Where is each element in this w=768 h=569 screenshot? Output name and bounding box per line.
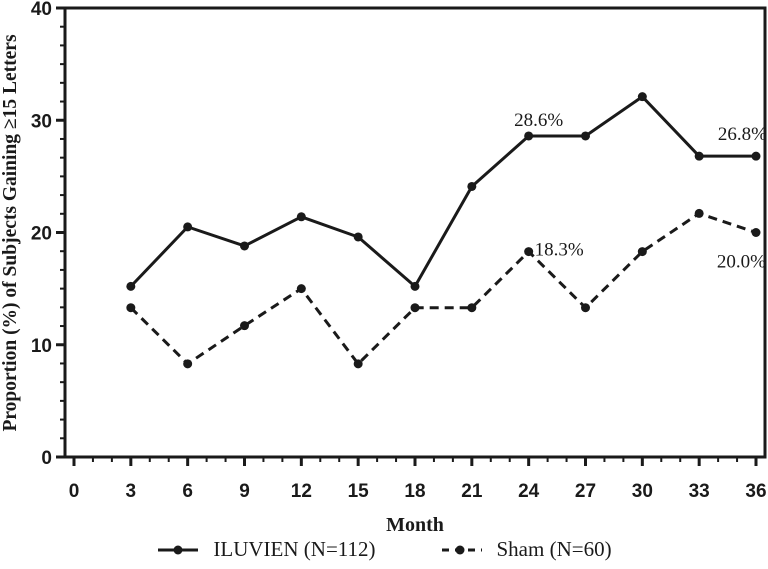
y-tick-label: 0: [41, 448, 52, 469]
x-tick-label: 6: [182, 481, 193, 502]
legend-label-sham: Sham (N=60): [496, 537, 612, 561]
solid-line-marker-icon: [158, 545, 199, 554]
data-point-marker: [126, 303, 136, 313]
series-line: [129, 211, 757, 366]
axis-box: [63, 6, 767, 459]
data-point-marker: [751, 228, 761, 237]
series-line: [129, 95, 756, 288]
data-point-marker: [751, 151, 761, 161]
data-point-marker: [694, 151, 704, 161]
y-tick-label: 30: [31, 111, 52, 132]
series-iluvien: [126, 92, 761, 291]
series-sham: [126, 208, 761, 369]
dashed-line-marker-icon: [441, 545, 482, 554]
x-tick-label: 0: [69, 481, 80, 502]
x-tick-label: 30: [632, 481, 653, 502]
data-point-marker: [467, 303, 477, 313]
legend-item-iluvien: ILUVIEN (N=112): [156, 537, 376, 562]
x-tick-label: 36: [745, 481, 766, 502]
x-tick-label: 21: [461, 481, 483, 502]
annotation-label: 26.8%: [718, 124, 767, 145]
data-point-marker: [183, 359, 193, 369]
annotations: 28.6% 26.8% 18.3% 20.0%: [514, 110, 767, 273]
data-point-marker: [240, 241, 249, 251]
x-tick-label: 18: [404, 481, 425, 502]
y-tick-label: 20: [31, 224, 52, 245]
data-point-marker: [410, 281, 420, 291]
legend: ILUVIEN (N=112) Sham (N=60): [0, 537, 768, 562]
x-tick-label: 3: [126, 481, 137, 502]
data-point-marker: [126, 281, 136, 291]
y-axis-title: Proportion (%) of Subjects Gaining ≥15 L…: [0, 34, 21, 431]
data-point-marker: [524, 247, 534, 257]
data-point-marker: [581, 303, 590, 313]
data-point-marker: [183, 222, 193, 232]
x-tick-label: 24: [518, 481, 540, 502]
legend-item-sham: Sham (N=60): [440, 537, 612, 562]
data-point-marker: [410, 303, 420, 313]
x-tick-label: 15: [348, 481, 370, 502]
data-point-marker: [637, 92, 647, 102]
annotation-label: 18.3%: [535, 240, 584, 261]
y-tick-label: 40: [31, 0, 52, 20]
data-point-marker: [694, 208, 704, 218]
x-tick-label: 33: [689, 481, 710, 502]
annotation-label: 28.6%: [514, 110, 563, 131]
y-axis-ticks: 0 10 20 30 40: [31, 0, 65, 469]
x-tick-label: 9: [239, 481, 250, 502]
x-tick-label: 27: [575, 481, 596, 502]
data-point-marker: [296, 284, 306, 294]
data-point-marker: [296, 212, 306, 222]
data-point-marker: [581, 131, 590, 141]
x-tick-label: 12: [291, 481, 312, 502]
data-point-marker: [637, 247, 647, 257]
data-point-marker: [467, 181, 477, 191]
data-point-marker: [353, 232, 363, 242]
x-axis-title: Month: [386, 514, 444, 536]
annotation-label: 20.0%: [717, 252, 766, 273]
x-axis-ticks: 0 3 6 9 12 15 18 21 24 27 30 33 36: [69, 457, 767, 502]
y-tick-label: 10: [31, 336, 52, 357]
data-point-marker: [240, 321, 249, 331]
data-point-marker: [524, 131, 534, 141]
data-point-marker: [353, 359, 363, 369]
legend-label-iluvien: ILUVIEN (N=112): [213, 537, 376, 561]
